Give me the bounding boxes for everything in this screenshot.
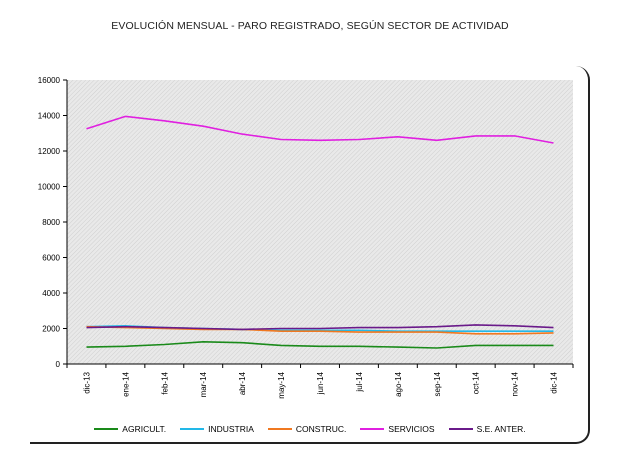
chart-frame xyxy=(30,66,590,444)
legend-swatch xyxy=(448,428,473,430)
legend-swatch xyxy=(180,428,205,430)
y-tick-label: 8000 xyxy=(42,218,60,227)
x-tick-label: nov-14 xyxy=(511,371,520,396)
x-tick-label: ago-14 xyxy=(394,371,403,396)
legend-item: SERVICIOS xyxy=(360,424,435,434)
series-line-5 xyxy=(86,324,554,331)
legend-item: INDUSTRIA xyxy=(180,424,254,434)
legend-label: SERVICIOS xyxy=(388,424,435,434)
x-tick-label: mar-14 xyxy=(199,371,208,397)
series-line-1 xyxy=(86,340,554,349)
legend-label: S.E. ANTER. xyxy=(476,424,526,434)
x-tick-label: may-14 xyxy=(277,371,286,398)
y-tick-label: 0 xyxy=(56,360,61,369)
legend-item: CONSTRUC. xyxy=(267,424,347,434)
chart-legend: AGRICULT. INDUSTRIA CONSTRUC. SERVICIOS S.E.… xyxy=(0,424,620,434)
legend-item: AGRICULT. xyxy=(94,424,166,434)
legend-swatch xyxy=(94,428,119,430)
x-tick-label: ene-14 xyxy=(121,371,130,396)
x-tick-label: oct-14 xyxy=(472,371,481,394)
x-tick-label: jun-14 xyxy=(316,371,325,395)
y-tick-label: 2000 xyxy=(42,325,60,334)
y-tick-label: 4000 xyxy=(42,289,60,298)
x-tick-label: feb-14 xyxy=(160,371,169,394)
y-tick-label: 10000 xyxy=(38,183,61,192)
legend-label: CONSTRUC. xyxy=(295,424,347,434)
legend-label: INDUSTRIA xyxy=(208,424,254,434)
legend-label: AGRICULT. xyxy=(122,424,167,434)
x-tick-label: dic-13 xyxy=(82,371,91,393)
x-tick-label: abr-14 xyxy=(238,371,247,395)
legend-item: S.E. ANTER. xyxy=(448,424,526,434)
x-tick-label: dic-14 xyxy=(550,371,559,393)
y-tick-label: 12000 xyxy=(38,147,61,156)
chart-title: EVOLUCIÓN MENSUAL - PARO REGISTRADO, SEG… xyxy=(111,20,509,32)
y-tick-label: 6000 xyxy=(42,254,60,263)
legend-swatch xyxy=(267,428,292,430)
series-line-4 xyxy=(86,115,554,144)
x-tick-label: sep-14 xyxy=(433,371,442,396)
y-tick-label: 14000 xyxy=(38,112,61,121)
y-tick-label: 16000 xyxy=(38,76,61,85)
plot-area xyxy=(67,80,573,364)
x-tick-label: jul-14 xyxy=(355,371,364,392)
legend-swatch xyxy=(360,428,385,430)
series-line-3 xyxy=(86,325,554,335)
